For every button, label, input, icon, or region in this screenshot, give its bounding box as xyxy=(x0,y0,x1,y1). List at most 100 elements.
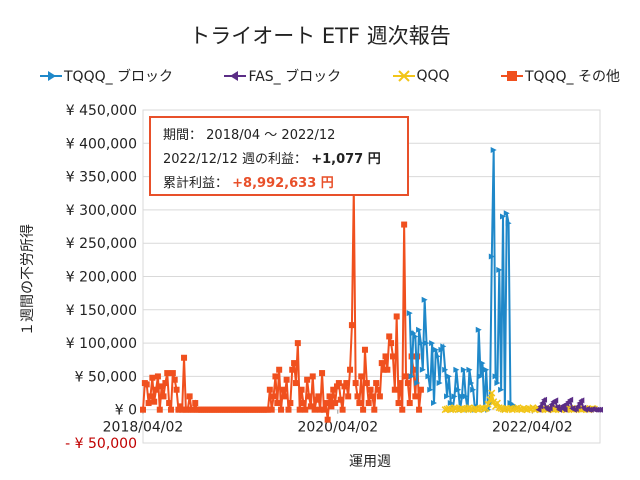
data-point xyxy=(386,333,393,340)
data-point xyxy=(281,393,288,400)
data-point xyxy=(416,326,423,333)
data-point xyxy=(162,380,169,387)
data-point xyxy=(380,366,387,373)
data-point xyxy=(324,416,331,423)
data-point xyxy=(451,393,458,400)
data-point xyxy=(447,406,455,414)
data-point xyxy=(274,400,281,407)
y-tick-label: ¥ 450,000 xyxy=(66,103,137,119)
data-point xyxy=(315,393,322,400)
data-point xyxy=(382,353,389,360)
data-point xyxy=(447,400,454,407)
data-point xyxy=(330,386,337,393)
data-point xyxy=(406,400,413,407)
data-point xyxy=(450,404,459,412)
data-point xyxy=(393,313,400,320)
data-point xyxy=(462,393,469,400)
legend-label: TQQQ_ ブロック xyxy=(64,69,174,85)
data-point xyxy=(302,406,309,413)
data-point xyxy=(184,406,191,413)
total-label: 累計利益： xyxy=(163,176,229,191)
legend-label: FAS_ ブロック xyxy=(248,69,342,85)
period-label: 期間： xyxy=(163,128,203,143)
data-point xyxy=(149,374,156,381)
data-point xyxy=(574,403,581,410)
data-point xyxy=(179,406,186,413)
data-point xyxy=(460,366,467,373)
data-point xyxy=(294,340,301,347)
data-point xyxy=(496,266,503,273)
data-point xyxy=(292,380,299,387)
y-tick-label: ¥ 300,000 xyxy=(66,203,137,219)
data-point xyxy=(186,393,193,400)
data-point xyxy=(272,373,279,380)
data-point xyxy=(147,393,154,400)
y-tick-label: ¥ 100,000 xyxy=(66,336,137,352)
data-point xyxy=(460,406,468,414)
data-point xyxy=(378,360,385,367)
data-point xyxy=(458,393,465,400)
data-point xyxy=(337,396,344,403)
data-point xyxy=(552,397,559,404)
data-point xyxy=(156,406,163,413)
data-point xyxy=(369,393,376,400)
data-point xyxy=(410,366,417,373)
data-point xyxy=(384,366,391,373)
y-tick-label: ¥ 200,000 xyxy=(66,270,137,286)
data-point xyxy=(500,213,507,220)
data-point xyxy=(442,366,449,373)
data-point xyxy=(347,366,354,373)
data-point xyxy=(276,366,283,373)
data-point xyxy=(497,404,505,412)
data-point xyxy=(304,376,311,383)
data-point xyxy=(171,376,178,383)
data-point xyxy=(361,346,368,353)
triangle-left-marker-icon xyxy=(224,71,247,81)
data-point xyxy=(264,406,271,413)
chart-title: トライオート ETF 週次報告 xyxy=(189,24,451,48)
data-point xyxy=(438,346,445,353)
triangle-right-marker-icon xyxy=(40,71,62,81)
data-point xyxy=(283,376,290,383)
period-value: 2018/04 ～ 2022/12 xyxy=(206,128,336,143)
data-point xyxy=(477,373,484,380)
data-point xyxy=(508,406,516,414)
data-point xyxy=(567,396,574,403)
total-value: +8,992,633 円 xyxy=(232,176,334,191)
data-point xyxy=(408,373,415,380)
y-tick-label: ¥ 400,000 xyxy=(66,136,137,152)
data-point xyxy=(363,380,370,387)
data-point xyxy=(468,380,475,387)
data-point xyxy=(333,383,340,390)
data-point xyxy=(167,406,174,413)
data-point xyxy=(494,380,501,387)
data-point xyxy=(348,322,355,329)
data-point xyxy=(537,403,544,410)
data-point xyxy=(427,386,434,393)
data-point xyxy=(419,366,426,373)
data-point xyxy=(421,296,428,303)
data-point xyxy=(471,404,479,412)
legend: TQQQ_ ブロック FAS_ ブロック QQQ TQQQ_ その他 xyxy=(40,66,620,86)
y-tick-label: ¥ 250,000 xyxy=(66,236,137,252)
data-point xyxy=(371,406,378,413)
week-row: 2022/12/12 週の利益： +1,077 円 xyxy=(163,148,407,172)
data-point xyxy=(391,386,398,393)
data-point xyxy=(454,406,462,414)
week-value: +1,077 円 xyxy=(311,152,381,167)
x-tick-label: 2020/04/02 xyxy=(297,420,378,436)
y-tick-label: ¥ 150,000 xyxy=(66,303,137,319)
data-point xyxy=(541,396,548,403)
data-point xyxy=(423,340,430,347)
data-point xyxy=(462,405,470,413)
data-point xyxy=(406,310,413,317)
y-axis-label: １週間の不労所得 xyxy=(20,224,36,336)
data-point xyxy=(389,353,396,360)
data-point xyxy=(335,380,342,387)
data-point xyxy=(482,404,490,412)
data-point xyxy=(498,386,505,393)
data-point xyxy=(339,406,346,413)
data-point xyxy=(356,400,363,407)
data-point xyxy=(492,373,499,380)
